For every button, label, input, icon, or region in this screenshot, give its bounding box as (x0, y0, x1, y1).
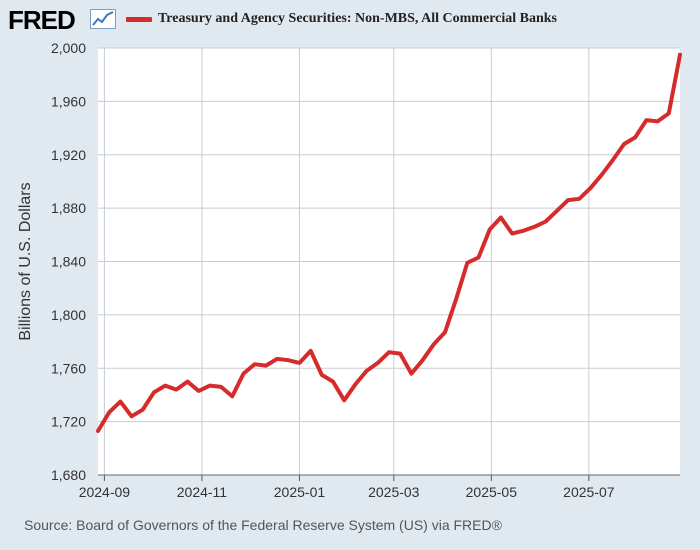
legend-swatch (126, 16, 152, 22)
y-tick-label: 2,000 (51, 40, 86, 56)
y-tick-label: 1,760 (51, 360, 86, 376)
fred-logo[interactable]: FRED (8, 5, 76, 35)
y-tick-label: 1,840 (51, 254, 86, 270)
series-line (96, 52, 682, 433)
line-chart: 1,680 1,720 1,760 1,800 1,840 1,880 1,920 1,960… (17, 40, 682, 500)
y-axis-label: Billions of U.S. Dollars (17, 182, 34, 340)
x-tick-label: 2025-07 (563, 484, 615, 500)
y-tick-label: 1,680 (51, 467, 86, 483)
chart-legend: Treasury and Agency Securities: Non-MBS,… (126, 11, 557, 27)
x-tick-label: 2024-09 (79, 484, 131, 500)
line-chart-icon (90, 9, 116, 29)
legend-label: Treasury and Agency Securities: Non-MBS,… (158, 11, 557, 26)
y-tick-label: 1,800 (51, 307, 86, 323)
x-tick-label: 2025-01 (274, 484, 326, 500)
y-tick-label: 1,880 (51, 200, 86, 216)
y-tick-label: 1,960 (51, 93, 86, 109)
source-note: Source: Board of Governors of the Federa… (24, 517, 502, 533)
y-tick-label: 1,920 (51, 147, 86, 163)
x-tick-label: 2025-03 (368, 484, 420, 500)
x-tick-label: 2025-05 (466, 484, 518, 500)
y-tick-label: 1,720 (51, 414, 86, 430)
chart-header: FRED Treasury and Agency Securities: Non… (0, 0, 700, 40)
x-tick-label: 2024-11 (177, 484, 228, 500)
